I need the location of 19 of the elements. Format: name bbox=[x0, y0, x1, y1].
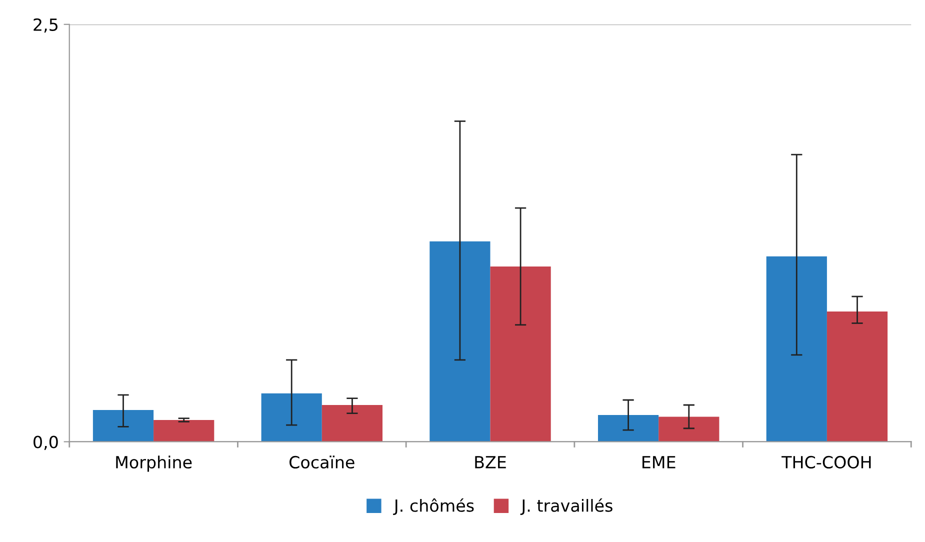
bar bbox=[490, 266, 551, 442]
bar bbox=[430, 241, 490, 442]
x-tick-label: BZE bbox=[475, 456, 506, 468]
bar bbox=[658, 416, 720, 442]
legend-label: J. chômés bbox=[393, 498, 474, 515]
bar bbox=[92, 410, 154, 442]
bar bbox=[261, 393, 322, 442]
y-tick-label: 2,5 bbox=[34, 18, 58, 33]
legend-label: J. travaillés bbox=[520, 498, 612, 515]
bar bbox=[154, 420, 214, 442]
y-tick-label: 0,0 bbox=[34, 436, 58, 450]
x-tick-label: Cocaïne bbox=[290, 456, 354, 469]
x-tick-label: Morphine bbox=[116, 456, 192, 472]
bar bbox=[322, 405, 383, 442]
bar bbox=[598, 415, 659, 442]
bar bbox=[766, 256, 827, 442]
x-tick-label: THC-COOH bbox=[782, 456, 871, 469]
x-tick-label: EME bbox=[642, 456, 676, 468]
bar bbox=[826, 312, 888, 442]
